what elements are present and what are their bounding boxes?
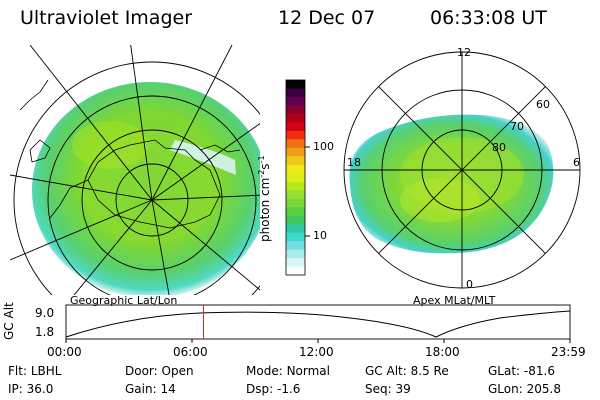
colorbar-stripe [286,224,305,234]
mlt-label-0: 0 [466,278,473,291]
app-title: Ultraviolet Imager [20,7,193,29]
status-gc-alt: GC Alt: 8.5 Re [365,364,449,378]
colorbar-stripe [286,215,305,225]
status-glon: GLon: 205.8 [488,382,561,396]
status-door: Door: Open [125,364,194,378]
colorbar-stripe [286,113,305,123]
mlt-label-6: 6 [573,156,580,169]
status-gain: Gain: 14 [125,382,176,396]
mlat-label-60: 60 [536,98,550,111]
colorbar-stripe [286,164,305,174]
colorbar-stripe [286,258,305,268]
colorbar-stripe [286,156,305,166]
status-filter: Flt: LBHL [8,364,62,378]
colorbar-stripe [286,139,305,149]
colorbar-tick-100: 100 [313,140,334,153]
colorbar-stripe [286,249,305,259]
altitude-ylabel: GC Alt [2,302,16,340]
header-time: 06:33:08 UT [430,7,547,29]
mlat-label-80: 80 [492,141,506,154]
colorbar-stripe [286,181,305,191]
right-panel-caption: Apex MLat/MLT [413,294,496,307]
status-glat: GLat: -81.6 [488,364,555,378]
altitude-ytick-min: 1.8 [35,325,55,339]
altitude-xtick: 12:00 [299,345,334,359]
left-panel-caption: Geographic Lat/Lon [70,294,178,307]
colorbar-stripe [286,80,305,89]
altitude-xtick: 18:00 [425,345,460,359]
colorbar-stripe [286,241,305,251]
status-ip: IP: 36.0 [8,382,54,396]
altitude-plot [65,304,571,343]
status-seq: Seq: 39 [365,382,411,396]
colorbar-stripe [286,96,305,106]
colorbar-stripe [286,122,305,132]
colorbar-stripe [286,266,305,276]
colorbar-stripe [286,105,305,115]
colorbar-unit-label: photon cm-2s-1 [257,155,272,242]
colorbar-stripe [286,147,305,157]
mlat-label-70: 70 [510,120,524,133]
colorbar [286,80,305,276]
altitude-xtick: 23:59 [551,345,586,359]
altitude-xtick: 00:00 [47,345,82,359]
altitude-ytick-max: 9.0 [35,306,55,320]
status-dsp: Dsp: -1.6 [246,382,301,396]
altitude-curve [65,310,571,338]
colorbar-tick-10: 10 [313,229,327,242]
magnetic-polar-plot [343,51,581,289]
colorbar-stripe [286,232,305,242]
header-date: 12 Dec 07 [278,7,376,29]
status-mode: Mode: Normal [246,364,330,378]
colorbar-stripe [286,130,305,140]
altitude-xtick: 06:00 [173,345,208,359]
colorbar-stripe [286,88,305,98]
colorbar-stripe [286,190,305,200]
geographic-map [10,45,260,295]
mlt-label-12: 12 [457,46,471,59]
colorbar-stripe [286,207,305,217]
colorbar-stripe [286,198,305,208]
mlt-label-18: 18 [347,156,361,169]
colorbar-stripe [286,173,305,183]
